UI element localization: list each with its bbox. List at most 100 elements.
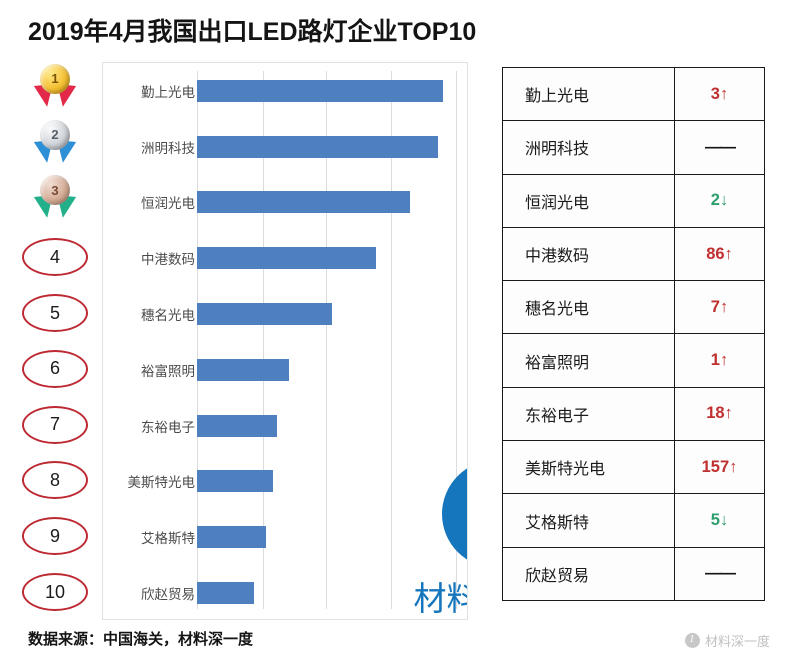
rank-number: 1 xyxy=(40,63,70,94)
bar-row: 中港数码 xyxy=(103,230,467,286)
bronze-medal-icon: 3 xyxy=(29,174,81,228)
rank-badge-7: 7 xyxy=(16,397,94,453)
bar-row: 穗名光电 xyxy=(103,286,467,342)
table-row: 中港数码 86↑ xyxy=(502,226,765,282)
rank-badge-10: 10 xyxy=(16,564,94,620)
gridline-25 xyxy=(263,71,264,609)
footer-logo-glyph: 1 xyxy=(688,633,695,645)
rank-oval-icon: 8 xyxy=(22,461,88,500)
bar-row: 艾格斯特 xyxy=(103,509,467,565)
rank-badge-9: 9 xyxy=(16,508,94,564)
bar-label: 东裕电子 xyxy=(141,419,195,435)
footer-watermark: 1 材料深一度 xyxy=(684,631,770,650)
plot-area: 勤上光电 洲明科技 恒润光电 中港数码 穗名光电 裕富照明 东裕电子 美斯特光 xyxy=(103,63,467,619)
rank-oval-icon: 6 xyxy=(22,349,88,388)
company-name: 中港数码 xyxy=(502,226,675,282)
company-name: 勤上光电 xyxy=(502,66,675,122)
bar-label: 美斯特光电 xyxy=(127,475,196,491)
gridline-0 xyxy=(197,71,198,609)
gridline-75 xyxy=(391,71,392,609)
rank-oval-icon: 10 xyxy=(22,573,88,612)
table-row: 欣赵贸易 —— xyxy=(502,546,765,601)
rank-change: 2↓ xyxy=(674,173,765,228)
rank-badge-1: 1 xyxy=(16,62,94,118)
company-name: 恒润光电 xyxy=(502,173,675,228)
bar-label: 裕富照明 xyxy=(141,363,195,379)
table-row: 裕富照明 1↑ xyxy=(502,333,765,388)
rank-change: 5↓ xyxy=(674,493,765,548)
gridline-100 xyxy=(456,71,457,609)
bar xyxy=(197,135,438,158)
footer-logo-icon: 1 xyxy=(684,633,700,648)
gold-medal-icon: 1 xyxy=(29,63,81,117)
bar-label: 勤上光电 xyxy=(141,84,195,100)
table-row: 勤上光电 3↑ xyxy=(502,66,765,122)
bar-row: 美斯特光电 xyxy=(103,454,467,510)
rank-oval-icon: 7 xyxy=(22,405,88,444)
bar-row: 东裕电子 xyxy=(103,398,467,454)
bar xyxy=(197,526,266,549)
bar-label: 艾格斯特 xyxy=(141,531,195,547)
company-name: 美斯特光电 xyxy=(502,440,675,495)
bar-label: 洲明科技 xyxy=(141,140,195,156)
rank-number: 10 xyxy=(44,581,66,602)
page-title: 2019年4月我国出口LED路灯企业TOP10 xyxy=(28,18,477,46)
rank-number: 4 xyxy=(49,246,60,267)
bar-row: 裕富照明 xyxy=(103,342,467,398)
bar xyxy=(197,358,289,381)
rank-change: 157↑ xyxy=(674,440,765,495)
bar xyxy=(197,303,332,326)
table-row: 东裕电子 18↑ xyxy=(502,386,765,442)
table-row: 穗名光电 7↑ xyxy=(502,280,765,335)
rank-change: 18↑ xyxy=(674,386,765,442)
rank-oval-icon: 5 xyxy=(22,294,88,333)
bar-label: 欣赵贸易 xyxy=(141,587,195,603)
rank-number: 5 xyxy=(49,302,60,323)
silver-medal-icon: 2 xyxy=(29,119,81,173)
rank-change-table: 勤上光电 3↑ 洲明科技 —— 恒润光电 2↓ 中港数码 86↑ 穗名光电 7↑… xyxy=(502,66,765,601)
rank-number: 9 xyxy=(49,525,60,546)
rank-change: 86↑ xyxy=(674,226,765,282)
rank-number: 6 xyxy=(49,358,60,379)
rank-number: 2 xyxy=(40,119,70,150)
bar xyxy=(197,582,254,605)
rank-number: 3 xyxy=(40,175,70,206)
bar-label: 恒润光电 xyxy=(141,196,195,212)
rank-badge-6: 6 xyxy=(16,341,94,397)
company-name: 东裕电子 xyxy=(502,386,675,442)
rank-oval-icon: 4 xyxy=(22,238,88,277)
bar xyxy=(197,470,273,493)
rank-number: 7 xyxy=(49,414,60,435)
bar xyxy=(197,247,376,270)
company-name: 穗名光电 xyxy=(502,280,675,335)
bar-label: 穗名光电 xyxy=(141,308,195,324)
rank-badge-2: 2 xyxy=(16,118,94,174)
bar-label: 中港数码 xyxy=(141,252,195,268)
rank-change: 3↑ xyxy=(674,66,765,122)
bar xyxy=(197,79,443,102)
rank-column: 1 2 3 4 5 6 7 8 9 10 xyxy=(16,62,94,620)
company-name: 洲明科技 xyxy=(502,120,675,175)
gridline-50 xyxy=(326,71,327,609)
company-name: 裕富照明 xyxy=(502,333,675,388)
bar xyxy=(197,414,277,437)
bar-chart-panel: 勤上光电 洲明科技 恒润光电 中港数码 穗名光电 裕富照明 东裕电子 美斯特光 xyxy=(102,62,468,620)
table-row: 美斯特光电 157↑ xyxy=(502,440,765,495)
company-name: 艾格斯特 xyxy=(502,493,675,548)
rank-change: 1↑ xyxy=(674,333,765,388)
rank-badge-8: 8 xyxy=(16,453,94,509)
table-row: 艾格斯特 5↓ xyxy=(502,493,765,548)
bar-row: 勤上光电 xyxy=(103,63,467,119)
rank-badge-3: 3 xyxy=(16,174,94,230)
rank-badge-4: 4 xyxy=(16,229,94,285)
bar-row: 恒润光电 xyxy=(103,175,467,231)
footer-watermark-text: 材料深一度 xyxy=(704,634,770,649)
rank-number: 8 xyxy=(49,469,60,490)
bar-row: 洲明科技 xyxy=(103,119,467,175)
table-row: 恒润光电 2↓ xyxy=(502,173,765,228)
bar xyxy=(197,191,410,214)
rank-oval-icon: 9 xyxy=(22,517,88,556)
rank-badge-5: 5 xyxy=(16,285,94,341)
rank-change: 7↑ xyxy=(674,280,765,335)
rank-change: —— xyxy=(674,546,765,601)
